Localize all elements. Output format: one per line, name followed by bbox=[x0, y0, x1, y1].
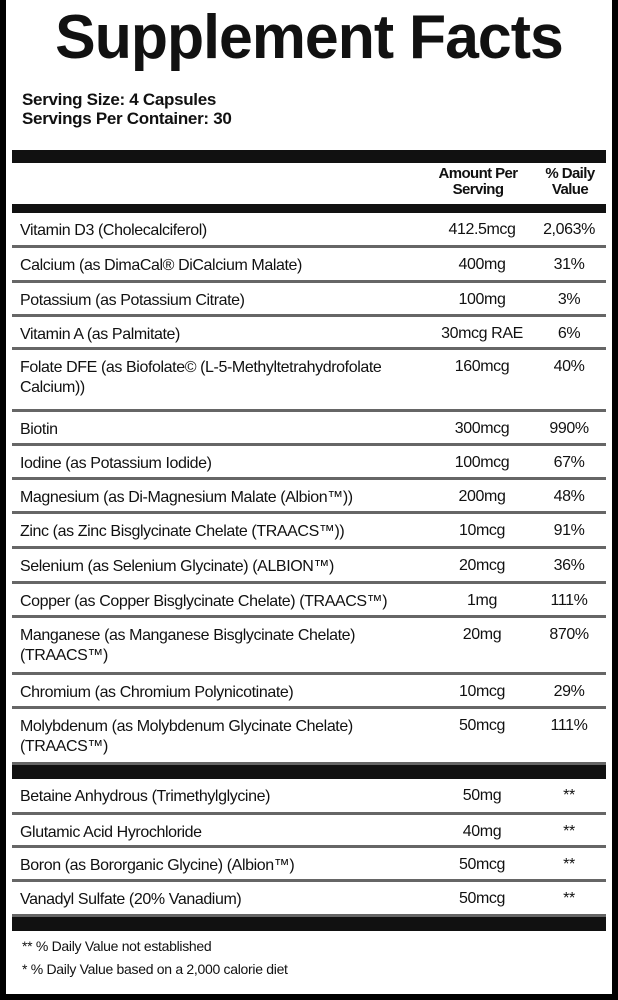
nutrient-amount: 1mg bbox=[467, 592, 497, 609]
amount-header-line2: Serving bbox=[452, 181, 504, 198]
nutrient-row: Boron (as Bororganic Glycine) (Albion™) 5… bbox=[12, 848, 606, 882]
nutrient-amount: 300mcg bbox=[454, 420, 510, 437]
nutrient-daily-value: 29% bbox=[553, 683, 585, 700]
nutrient-row: Biotin 300mcg 990% bbox=[12, 412, 606, 446]
nutrient-row: Vitamin A (as Palmitate) 30mcg RAE 6% bbox=[12, 317, 606, 350]
nutrient-row: Vitamin D3 (Cholecalciferol) 412.5mcg 2,06… bbox=[12, 213, 606, 248]
servings-per-container: Servings Per Container: 30 bbox=[22, 109, 232, 128]
nutrient-row: Iodine (as Potassium Iodide) 100mcg 67% bbox=[12, 446, 606, 480]
nutrient-amount: 50mcg bbox=[458, 856, 506, 873]
nutrient-row: Glutamic Acid Hyrochloride 40mg ** bbox=[12, 815, 606, 848]
nutrient-row: Copper (as Copper Bisglycinate Chelate) … bbox=[12, 584, 606, 618]
nutrient-row: Molybdenum (as Molybdenum Glycinate Chel… bbox=[12, 709, 606, 765]
nutrient-daily-value: 2,063% bbox=[543, 221, 595, 238]
dv-header-line2: Value bbox=[551, 181, 589, 198]
nutrient-name: Vitamin A (as Palmitate) bbox=[20, 326, 180, 343]
nutrient-name: Biotin bbox=[20, 421, 58, 438]
nutrient-daily-value: 870% bbox=[549, 626, 589, 643]
nutrient-name: Zinc (as Zinc Bisglycinate Chelate (TRAA… bbox=[20, 523, 345, 540]
nutrient-name: Glutamic Acid Hyrochloride bbox=[20, 824, 202, 841]
nutrient-row: Betaine Anhydrous (Trimethylglycine) 50mg… bbox=[12, 779, 606, 815]
nutrient-amount: 50mg bbox=[462, 787, 502, 804]
divider-bar bbox=[12, 917, 606, 931]
nutrient-daily-value: 67% bbox=[553, 454, 585, 471]
nutrient-daily-value: 36% bbox=[553, 557, 585, 574]
nutrient-name: Potassium (as Potassium Citrate) bbox=[20, 292, 245, 309]
nutrient-row: Zinc (as Zinc Bisglycinate Chelate (TRAA… bbox=[12, 514, 606, 549]
nutrient-name: Chromium (as Chromium Polynicotinate) bbox=[20, 684, 294, 701]
serving-size: Serving Size: 4 Capsules bbox=[22, 90, 217, 109]
dv-header: % Daily Value bbox=[534, 166, 606, 198]
nutrient-name: Folate DFE (as Biofolate© (L-5-Methyltet… bbox=[20, 359, 382, 396]
nutrient-row: Vanadyl Sulfate (20% Vanadium) 50mcg ** bbox=[12, 882, 606, 917]
divider-bar bbox=[12, 765, 606, 779]
nutrient-amount: 50mcg bbox=[458, 890, 506, 907]
nutrient-amount: 160mcg bbox=[454, 358, 510, 375]
amount-header: Amount Per Serving bbox=[428, 166, 528, 198]
nutrient-daily-value: 40% bbox=[553, 358, 585, 375]
supplement-facts-panel: Supplement Facts Serving Size: 4 Capsule… bbox=[6, 0, 612, 994]
nutrient-name: Copper (as Copper Bisglycinate Chelate) … bbox=[20, 593, 388, 610]
nutrient-amount: 10mcg bbox=[458, 683, 506, 700]
nutrient-row: Potassium (as Potassium Citrate) 100mg 3% bbox=[12, 283, 606, 317]
nutrient-name: Betaine Anhydrous (Trimethylglycine) bbox=[20, 788, 271, 805]
nutrient-name: Vanadyl Sulfate (20% Vanadium) bbox=[20, 891, 242, 908]
nutrient-name: Calcium (as DimaCal® DiCalcium Malate) bbox=[20, 257, 302, 274]
nutrient-row: Manganese (as Manganese Bisglycinate Che… bbox=[12, 618, 606, 675]
nutrient-name: Magnesium (as Di-Magnesium Malate (Albio… bbox=[20, 489, 353, 506]
nutrient-daily-value: 111% bbox=[550, 717, 588, 734]
divider-bar bbox=[12, 204, 606, 213]
nutrient-amount: 10mcg bbox=[458, 522, 506, 539]
nutrient-amount: 20mcg bbox=[458, 557, 506, 574]
nutrient-name: Manganese (as Manganese Bisglycinate Che… bbox=[20, 627, 356, 664]
nutrient-name: Boron (as Bororganic Glycine) (Albion™) bbox=[20, 857, 295, 874]
nutrient-amount: 100mcg bbox=[454, 454, 510, 471]
nutrient-amount: 400mg bbox=[458, 256, 506, 273]
nutrient-row: Folate DFE (as Biofolate© (L-5-Methyltet… bbox=[12, 350, 606, 412]
nutrient-daily-value: 91% bbox=[553, 522, 585, 539]
nutrient-daily-value: 111% bbox=[550, 592, 588, 609]
nutrient-name: Iodine (as Potassium Iodide) bbox=[20, 455, 212, 472]
nutrient-daily-value: 990% bbox=[549, 420, 589, 437]
nutrient-row: Magnesium (as Di-Magnesium Malate (Albio… bbox=[12, 480, 606, 514]
nutrient-amount: 30mcg RAE bbox=[441, 325, 523, 342]
nutrient-amount: 20mg bbox=[462, 626, 502, 643]
nutrient-amount: 412.5mcg bbox=[448, 221, 516, 238]
nutrient-daily-value: ** bbox=[563, 787, 575, 804]
nutrient-amount: 100mg bbox=[458, 291, 506, 308]
divider-bar bbox=[12, 150, 606, 163]
nutrient-amount: 50mcg bbox=[458, 717, 506, 734]
footnote: * % Daily Value based on a 2,000 calorie… bbox=[22, 961, 288, 977]
nutrient-row: Chromium (as Chromium Polynicotinate) 10m… bbox=[12, 675, 606, 709]
nutrient-daily-value: ** bbox=[563, 823, 575, 840]
nutrient-daily-value: 31% bbox=[553, 256, 585, 273]
dv-header-line1: % Daily bbox=[545, 165, 595, 182]
nutrient-daily-value: 6% bbox=[557, 325, 581, 342]
amount-header-line1: Amount Per bbox=[438, 165, 518, 182]
nutrient-name: Selenium (as Selenium Glycinate) (ALBION… bbox=[20, 558, 334, 575]
footnote: ** % Daily Value not established bbox=[22, 938, 212, 954]
nutrient-row: Selenium (as Selenium Glycinate) (ALBION… bbox=[12, 549, 606, 584]
nutrient-daily-value: 3% bbox=[557, 291, 581, 308]
nutrient-name: Molybdenum (as Molybdenum Glycinate Chel… bbox=[20, 718, 353, 755]
nutrient-row: Calcium (as DimaCal® DiCalcium Malate) 40… bbox=[12, 248, 606, 283]
nutrient-daily-value: ** bbox=[563, 890, 575, 907]
nutrient-amount: 40mg bbox=[462, 823, 502, 840]
nutrient-daily-value: ** bbox=[563, 856, 575, 873]
panel-title: Supplement Facts bbox=[55, 3, 564, 72]
nutrient-amount: 200mg bbox=[458, 488, 506, 505]
nutrient-name: Vitamin D3 (Cholecalciferol) bbox=[20, 222, 207, 239]
nutrient-daily-value: 48% bbox=[553, 488, 585, 505]
